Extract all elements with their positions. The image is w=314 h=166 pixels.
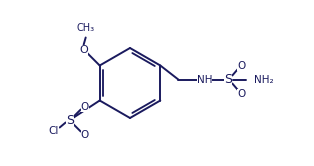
Text: S: S <box>224 73 232 86</box>
Text: O: O <box>237 60 246 71</box>
Text: NH₂: NH₂ <box>254 75 274 84</box>
Text: O: O <box>237 88 246 98</box>
Text: S: S <box>66 114 74 127</box>
Text: O: O <box>81 129 89 139</box>
Text: O: O <box>81 101 89 112</box>
Text: Cl: Cl <box>48 125 59 135</box>
Text: O: O <box>79 44 88 54</box>
Text: NH: NH <box>197 75 212 84</box>
Text: CH₃: CH₃ <box>77 23 95 33</box>
